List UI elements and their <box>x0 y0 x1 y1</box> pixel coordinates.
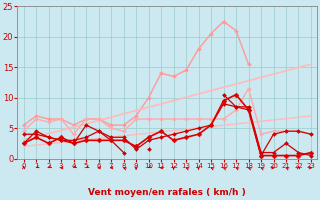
X-axis label: Vent moyen/en rafales ( km/h ): Vent moyen/en rafales ( km/h ) <box>88 188 246 197</box>
